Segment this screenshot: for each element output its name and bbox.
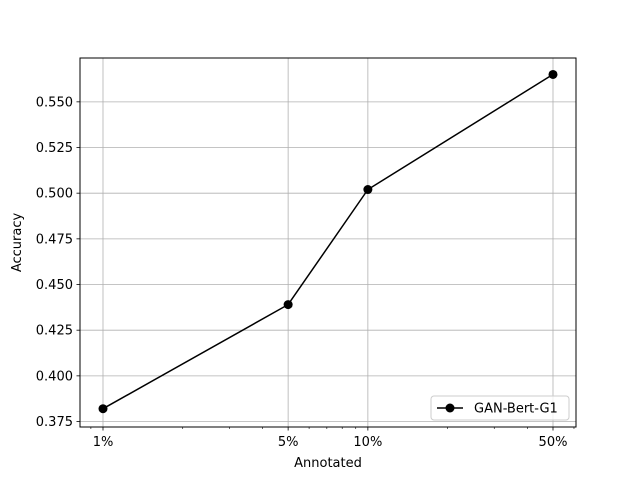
y-tick-label: 0.400 bbox=[36, 369, 73, 384]
legend: GAN-Bert-G1 bbox=[430, 395, 570, 421]
plot-area-frame bbox=[79, 57, 577, 428]
x-tick-label: 1% bbox=[93, 435, 114, 450]
data-point-marker bbox=[548, 69, 558, 79]
y-tick-label: 0.525 bbox=[36, 141, 73, 156]
legend-marker-icon bbox=[445, 403, 455, 413]
x-axis-label: Annotated bbox=[294, 456, 362, 471]
y-tick-label: 0.475 bbox=[36, 232, 73, 247]
y-tick-label: 0.425 bbox=[36, 324, 73, 339]
y-axis-label: Accuracy bbox=[10, 213, 25, 273]
y-tick-label: 0.450 bbox=[36, 278, 73, 293]
data-series bbox=[98, 69, 558, 414]
x-tick-label: 10% bbox=[353, 435, 382, 450]
series-line bbox=[102, 73, 554, 410]
legend-box bbox=[430, 395, 570, 421]
data-point-marker bbox=[98, 404, 108, 414]
axis-ticks: 0.375 0.400 0.425 0.450 0.475 0.500 0.525 0.550… bbox=[36, 95, 575, 450]
y-tick-label: 0.550 bbox=[36, 95, 73, 110]
grid-lines bbox=[80, 58, 576, 427]
data-point-marker bbox=[363, 185, 373, 195]
y-tick-label: 0.500 bbox=[36, 187, 73, 202]
legend-label-gan-bert-g1: GAN-Bert-G1 bbox=[474, 402, 558, 417]
x-tick-label: 50% bbox=[539, 435, 568, 450]
y-tick-label: 0.375 bbox=[36, 415, 73, 430]
x-tick-label: 5% bbox=[278, 435, 299, 450]
data-point-marker bbox=[283, 300, 293, 310]
